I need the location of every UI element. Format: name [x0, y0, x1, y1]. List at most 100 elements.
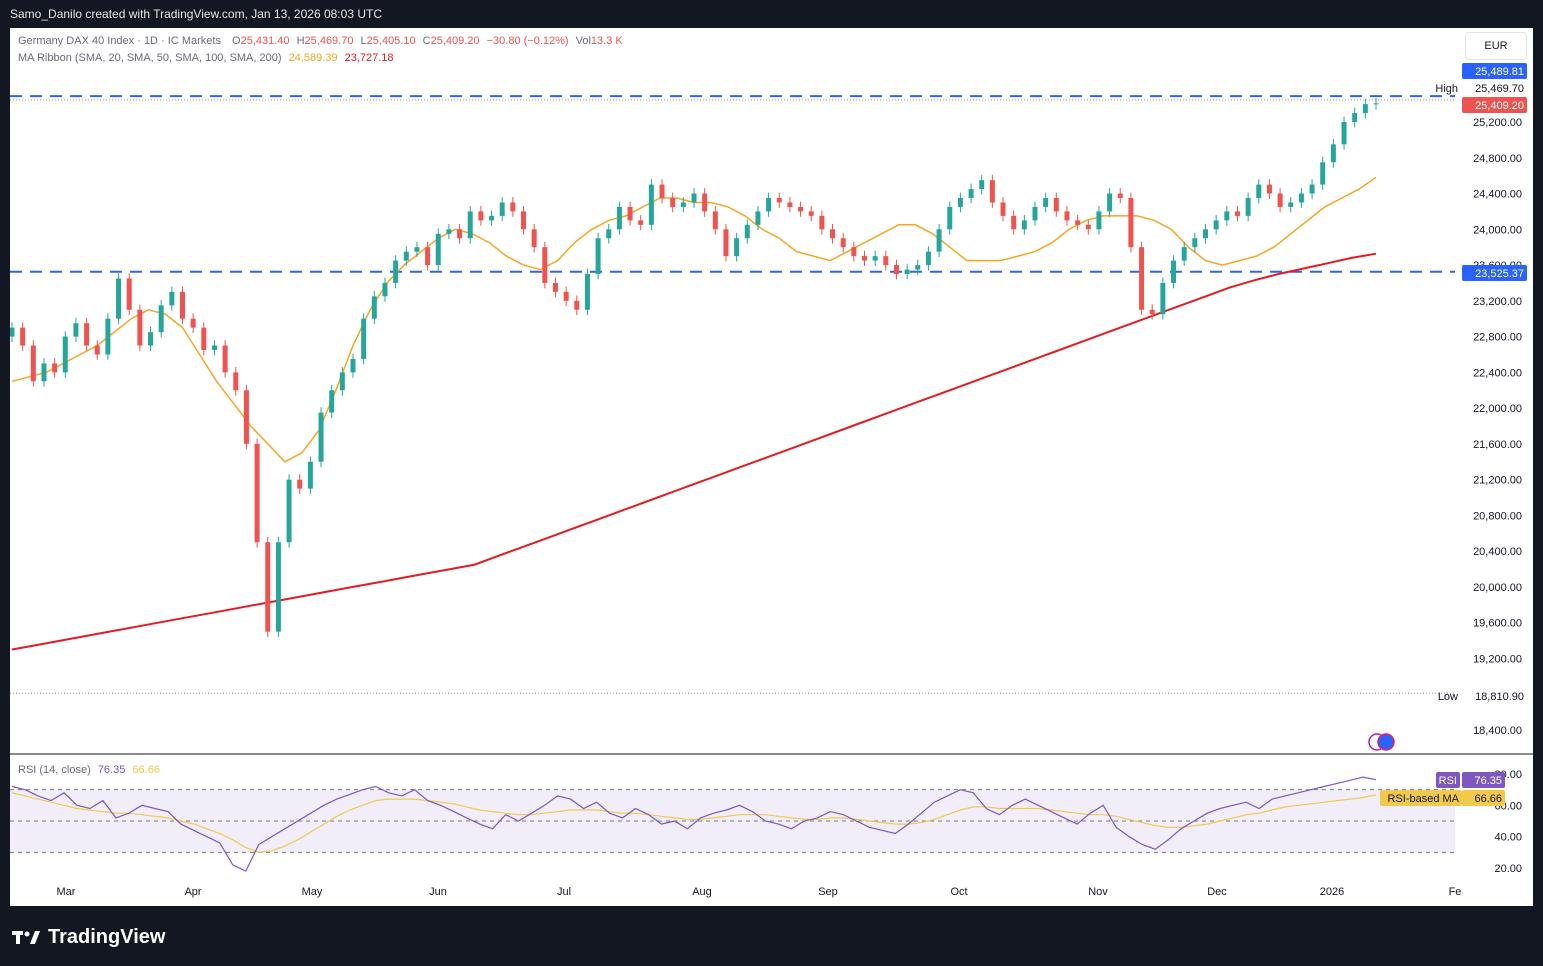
candle[interactable] [1011, 215, 1017, 230]
candle[interactable] [52, 363, 58, 373]
candle[interactable] [425, 247, 431, 266]
candle[interactable] [1245, 198, 1251, 216]
candle[interactable] [893, 265, 899, 274]
candle[interactable] [606, 229, 612, 239]
candle[interactable] [830, 229, 836, 239]
symbol-name[interactable]: Germany DAX 40 Index · 1D · IC Markets [18, 35, 221, 47]
candle[interactable] [1309, 184, 1315, 194]
candle[interactable] [1075, 220, 1081, 225]
candle[interactable] [1053, 198, 1059, 212]
candle[interactable] [862, 256, 867, 261]
candle[interactable] [648, 184, 654, 225]
candle[interactable] [403, 251, 409, 261]
candle[interactable] [968, 189, 974, 198]
candle[interactable] [872, 256, 878, 261]
candle[interactable] [158, 305, 164, 333]
candle[interactable] [318, 412, 324, 462]
candle[interactable] [1160, 282, 1166, 315]
candle[interactable] [840, 238, 846, 248]
candle[interactable] [1032, 206, 1038, 221]
candle[interactable] [851, 247, 857, 257]
candle[interactable] [1341, 122, 1347, 145]
candle[interactable] [1373, 103, 1379, 105]
candle[interactable] [1213, 220, 1219, 230]
candle[interactable] [489, 215, 495, 221]
candle[interactable] [595, 238, 601, 274]
candle[interactable] [1128, 198, 1134, 248]
candle[interactable] [925, 251, 931, 266]
ma-title[interactable]: MA Ribbon (SMA, 20, SMA, 50, SMA, 100, S… [18, 52, 282, 64]
candle[interactable] [361, 318, 367, 359]
candle[interactable] [1362, 104, 1368, 114]
candle[interactable] [1000, 202, 1006, 216]
candle[interactable] [307, 461, 313, 489]
candle[interactable] [787, 202, 793, 207]
candle[interactable] [1043, 198, 1049, 207]
candle[interactable] [20, 327, 26, 346]
candle[interactable] [116, 278, 122, 319]
candle[interactable] [584, 274, 590, 310]
candle[interactable] [1352, 113, 1358, 122]
candle[interactable] [30, 345, 36, 382]
candle[interactable] [627, 206, 633, 221]
candle[interactable] [211, 345, 217, 350]
candle[interactable] [233, 372, 239, 391]
candle[interactable] [531, 229, 537, 248]
candle[interactable] [94, 345, 100, 355]
candle[interactable] [382, 282, 388, 297]
candle[interactable] [808, 211, 814, 216]
candle[interactable] [702, 193, 708, 212]
candle[interactable] [723, 229, 729, 257]
candle[interactable] [1139, 247, 1145, 310]
candle[interactable] [957, 198, 963, 207]
candle[interactable] [1064, 211, 1070, 221]
candle[interactable] [446, 229, 452, 234]
candle[interactable] [105, 318, 111, 355]
candle[interactable] [638, 220, 644, 225]
candle[interactable] [616, 206, 622, 230]
candle[interactable] [1085, 224, 1091, 230]
candle[interactable] [1192, 238, 1198, 248]
candle[interactable] [542, 247, 548, 283]
currency-button[interactable]: EUR [1465, 32, 1527, 60]
candle[interactable] [1096, 211, 1102, 230]
candle[interactable] [339, 372, 345, 391]
candle[interactable] [350, 358, 356, 373]
candle[interactable] [680, 202, 686, 207]
candle[interactable] [1107, 193, 1113, 212]
candle[interactable] [1149, 309, 1155, 315]
candle[interactable] [222, 345, 228, 373]
candle[interactable] [670, 198, 676, 207]
candle[interactable] [1266, 184, 1272, 194]
candle[interactable] [1330, 144, 1336, 163]
candle[interactable] [371, 296, 377, 319]
candle[interactable] [435, 233, 441, 266]
candle[interactable] [1298, 193, 1304, 203]
candle[interactable] [819, 215, 825, 230]
candle[interactable] [467, 211, 473, 239]
candle[interactable] [393, 260, 399, 283]
candle[interactable] [659, 184, 665, 198]
candle[interactable] [265, 542, 271, 632]
candle[interactable] [1320, 162, 1326, 185]
candle[interactable] [478, 211, 484, 221]
candle[interactable] [521, 211, 526, 230]
candle[interactable] [1021, 220, 1027, 230]
candle[interactable] [1256, 184, 1262, 198]
candle[interactable] [1234, 211, 1240, 216]
candle[interactable] [275, 542, 281, 632]
candle[interactable] [254, 443, 260, 543]
candle[interactable] [979, 180, 985, 190]
candle[interactable] [947, 206, 953, 230]
candle[interactable] [1277, 193, 1283, 207]
candle[interactable] [169, 291, 175, 306]
candle[interactable] [1181, 247, 1187, 261]
candle[interactable] [510, 202, 516, 212]
candle[interactable] [41, 363, 47, 382]
indicator-icons[interactable] [1368, 733, 1395, 751]
price-chart[interactable]: 18,400.0018,800.0019,200.0019,600.0020,0… [10, 28, 1533, 906]
candle[interactable] [73, 323, 79, 337]
candle[interactable] [1288, 202, 1294, 207]
candle[interactable] [243, 390, 249, 444]
candle[interactable] [915, 265, 921, 270]
